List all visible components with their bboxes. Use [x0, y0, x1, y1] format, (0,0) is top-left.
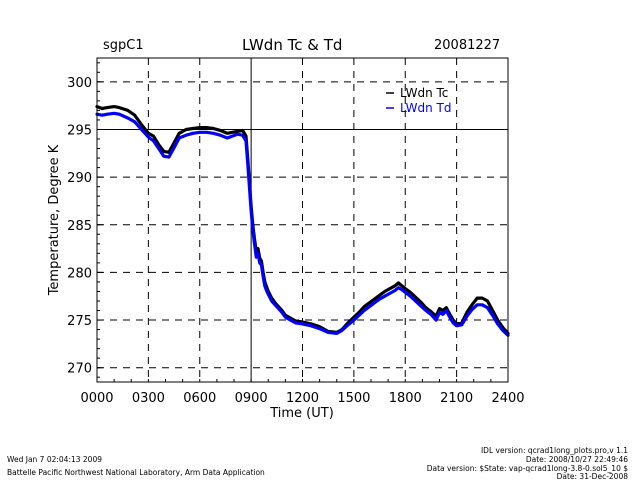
x-tick-label: 0600: [183, 391, 216, 406]
y-axis-label: Temperature, Degree K: [47, 144, 62, 296]
y-tick-label: 280: [67, 266, 92, 281]
footer-timestamp: Wed Jan 7 02:04:13 2009: [7, 455, 102, 464]
footer-idl-version: IDL version: qcrad1long_plots.pro,v 1.1: [480, 446, 628, 455]
series-line-lwdn-td: [95, 111, 510, 337]
legend-label: LWdn Td: [400, 101, 451, 115]
x-axis-label: Time (UT): [269, 406, 334, 421]
y-tick-label: 290: [67, 171, 92, 186]
series-layer: [95, 104, 510, 337]
y-tick-label: 275: [67, 314, 92, 329]
legend-label: LWdn Tc: [400, 86, 448, 100]
grid: [97, 58, 508, 382]
y-tick-label: 300: [67, 76, 92, 91]
footer-lab: Battelle Pacific Northwest National Labo…: [7, 468, 265, 477]
x-tick-label: 2100: [440, 391, 473, 406]
x-tick-label: 2400: [491, 391, 524, 406]
x-tick-label: 0300: [132, 391, 165, 406]
date-label: 20081227: [434, 38, 501, 53]
site-label: sgpC1: [103, 38, 144, 53]
x-tick-label: 1500: [337, 391, 370, 406]
x-tick-label: 0900: [235, 391, 268, 406]
y-tick-label: 270: [67, 362, 92, 377]
chart-title: LWdn Tc & Td: [242, 36, 343, 54]
footer-data-version: Data version: $State: vap-qcrad1long-3.8…: [426, 464, 628, 473]
ticks: 0000 0300 0600 0900 1200 1500 1800 2100 2400 270 2…: [67, 62, 525, 406]
footer-data-date: Date: 31-Dec-2008: [556, 472, 628, 481]
footer-idl-date: Date: 2008/10/27 22:49:46: [525, 455, 628, 464]
y-tick-label: 295: [67, 123, 92, 138]
x-tick-label: 1800: [389, 391, 422, 406]
y-tick-label: 285: [67, 219, 92, 234]
x-tick-label: 0000: [80, 391, 113, 406]
x-tick-label: 1200: [286, 391, 319, 406]
